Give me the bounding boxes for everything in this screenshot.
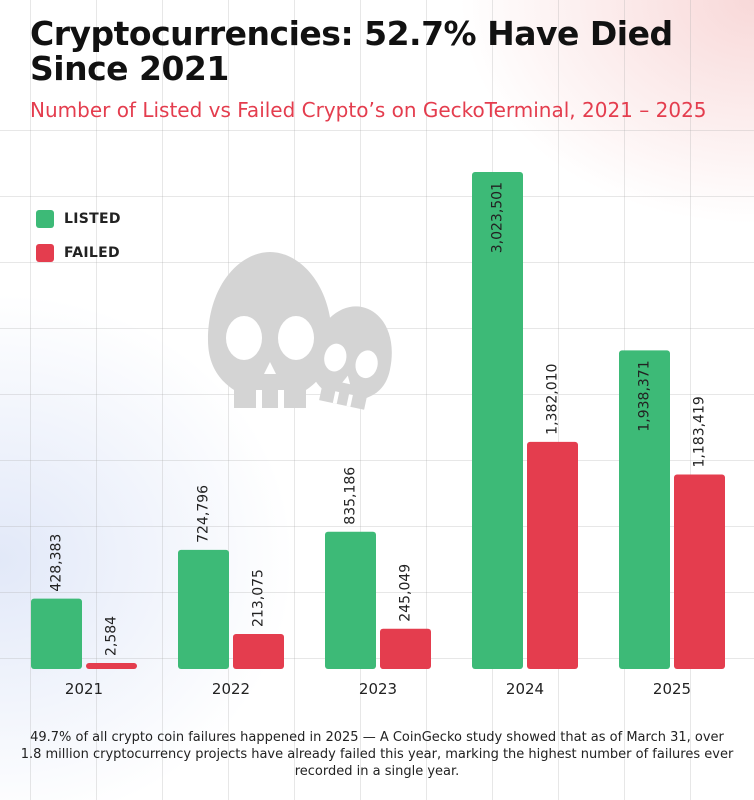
value-label-failed-2023: 245,049 <box>398 564 414 622</box>
grid-line <box>0 196 754 197</box>
bar-failed-2022 <box>233 633 284 669</box>
value-label-listed-2021: 428,383 <box>49 534 65 592</box>
skull-tooth-gap <box>256 390 262 408</box>
bar-listed-2021 <box>31 598 82 669</box>
skull-tooth-gap <box>332 391 340 404</box>
skull-nose <box>264 362 276 374</box>
value-label-failed-2024: 1,382,010 <box>545 364 561 435</box>
skull-tooth-gap <box>278 390 284 408</box>
x-label-2023: 2023 <box>359 680 397 698</box>
value-label-failed-2025: 1,183,419 <box>692 396 708 467</box>
chart-title: Cryptocurrencies: 52.7% Have Died Since … <box>30 14 673 88</box>
grid-line <box>0 658 754 659</box>
value-label-listed-2022: 724,796 <box>196 485 212 543</box>
grid-line <box>558 0 559 800</box>
skull-nose <box>342 375 351 385</box>
grid-line <box>0 526 754 527</box>
grid-line <box>162 0 163 800</box>
grid-line <box>0 592 754 593</box>
x-label-2021: 2021 <box>65 680 103 698</box>
legend-swatch-listed <box>36 210 54 228</box>
bar-listed-2025 <box>619 350 670 669</box>
skull-icon <box>208 252 392 410</box>
grid-line <box>690 0 691 800</box>
grid-line <box>96 0 97 800</box>
legend-swatch-failed <box>36 244 54 262</box>
skull-tooth-gap <box>346 394 353 407</box>
bar-listed-2023 <box>325 531 376 669</box>
skull-eye-left <box>226 316 262 360</box>
x-axis-labels: 2021 2022 2023 2024 2025 <box>65 680 691 698</box>
value-label-listed-2024: 3,023,501 <box>490 182 506 253</box>
bar-listed-2024 <box>472 172 523 669</box>
legend-label-failed: FAILED <box>64 245 120 261</box>
value-label-listed-2025: 1,938,371 <box>637 360 653 431</box>
footnote: 49.7% of all crypto coin failures happen… <box>20 730 734 779</box>
bars <box>31 172 725 669</box>
legend: LISTED FAILED <box>36 208 121 276</box>
skull-icon-small <box>310 306 392 410</box>
grid-line <box>0 130 754 131</box>
value-label-listed-2023: 835,186 <box>343 467 359 525</box>
x-label-2025: 2025 <box>653 680 691 698</box>
value-label-failed-2022: 213,075 <box>251 569 267 627</box>
grid-line <box>0 460 754 461</box>
grid-line <box>228 0 229 800</box>
grid-line <box>30 0 31 800</box>
bar-listed-2022 <box>178 549 229 669</box>
legend-item-listed: LISTED <box>36 208 121 230</box>
skull-eye-right <box>355 350 378 379</box>
grid-line <box>426 0 427 800</box>
skull-eye-left <box>324 343 347 372</box>
x-label-2024: 2024 <box>506 680 544 698</box>
bar-failed-2023 <box>380 628 431 669</box>
bar-failed-2021 <box>86 663 137 669</box>
value-label-failed-2021: 2,584 <box>104 616 120 656</box>
bar-failed-2025 <box>674 474 725 669</box>
skull-icon-large <box>208 252 332 408</box>
bar-failed-2024 <box>527 441 578 669</box>
x-label-2022: 2022 <box>212 680 250 698</box>
legend-label-listed: LISTED <box>64 211 121 227</box>
skull-eye-right <box>278 316 314 360</box>
grid-line <box>0 262 754 263</box>
grid-line <box>0 394 754 395</box>
chart-subtitle: Number of Listed vs Failed Crypto’s on G… <box>30 98 707 122</box>
value-labels: 428,383 2,584 724,796 213,075 835,186 245,049… <box>49 182 708 656</box>
legend-item-failed: FAILED <box>36 242 121 264</box>
